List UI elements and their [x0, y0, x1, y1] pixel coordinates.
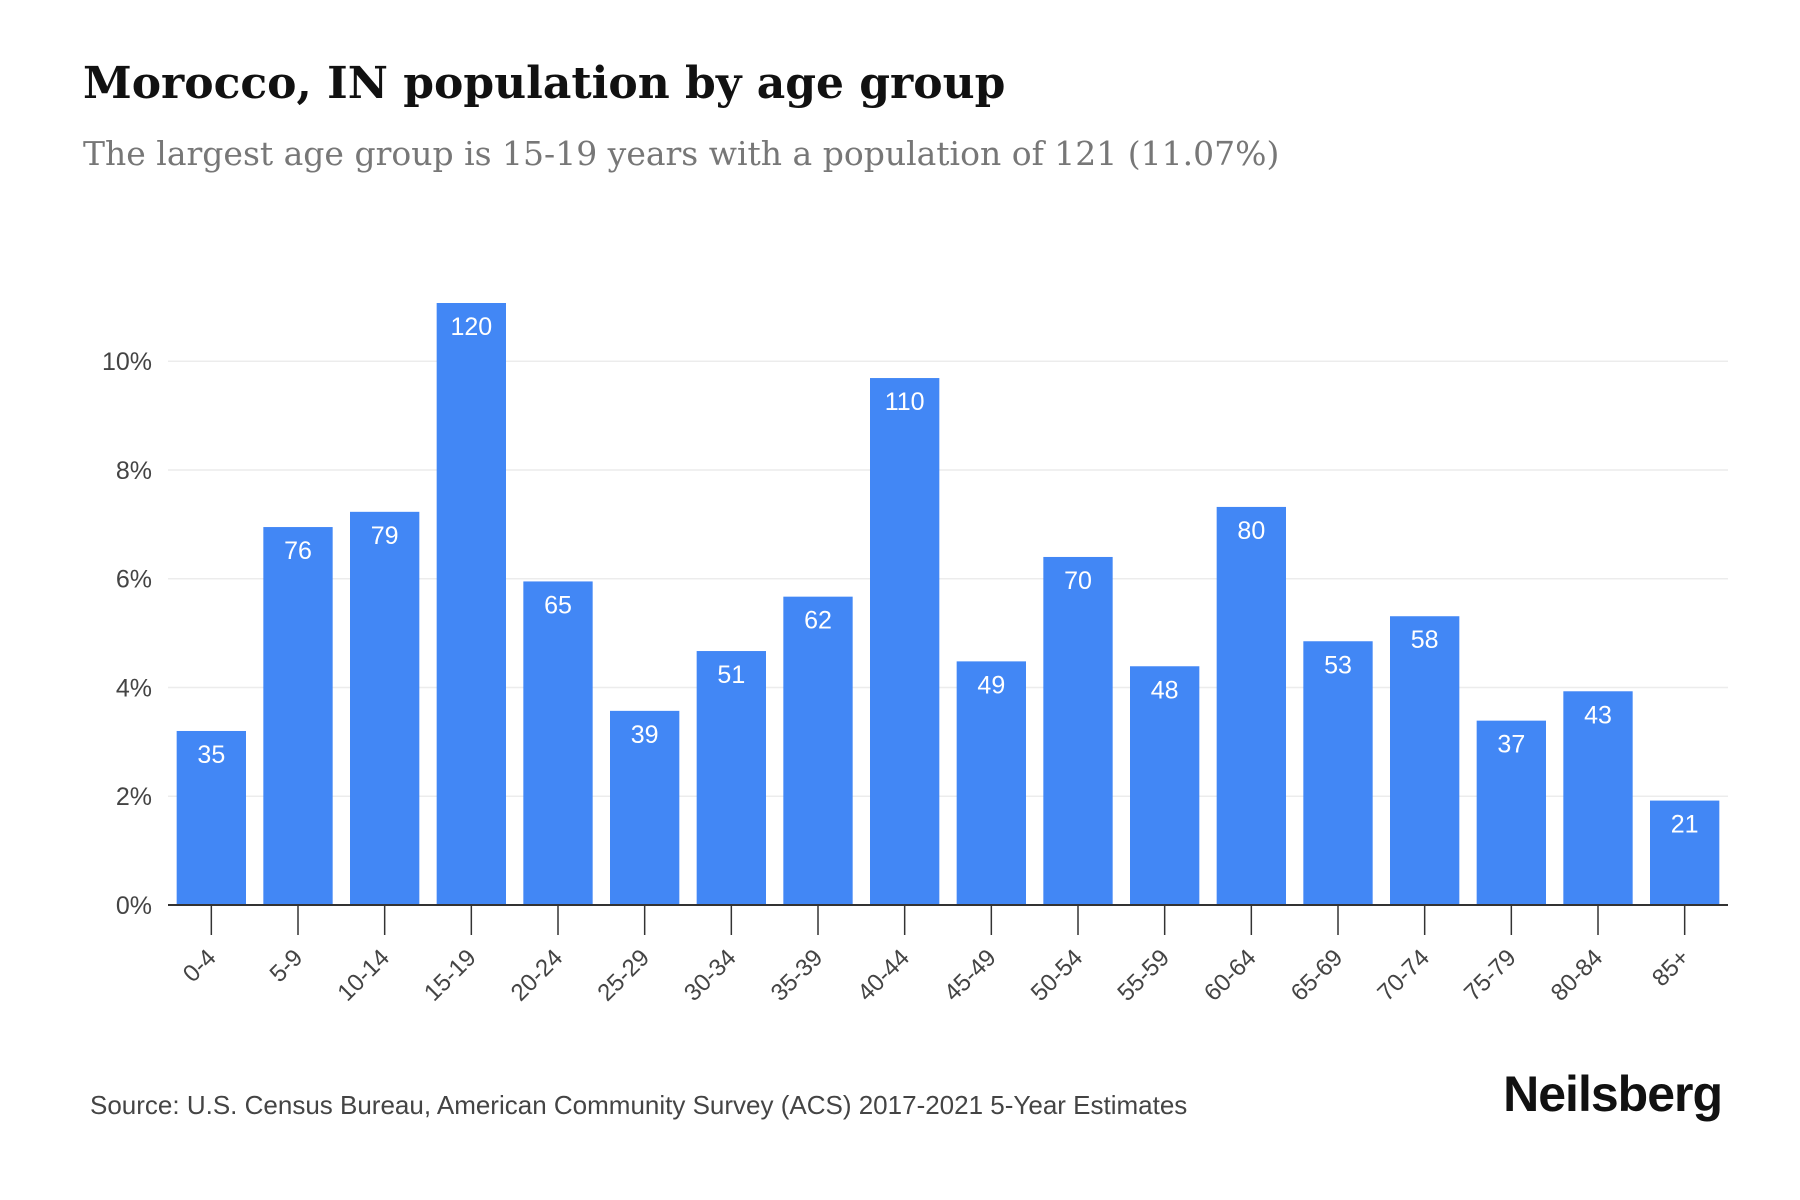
x-tick-label: 75-79 — [1459, 944, 1522, 1007]
bar-data-label: 79 — [371, 522, 399, 550]
brand-logo: Neilsberg — [1503, 1066, 1723, 1122]
bar-data-label: 43 — [1584, 701, 1612, 729]
x-tick-label: 15-19 — [419, 944, 482, 1007]
bar — [350, 511, 420, 905]
bar-data-label: 53 — [1324, 651, 1352, 679]
bar-data-label: 65 — [544, 591, 572, 619]
bar-data-label: 110 — [885, 388, 925, 416]
x-tick-label: 35-39 — [766, 944, 829, 1007]
bar-data-label: 70 — [1064, 567, 1092, 595]
x-tick-label: 0-4 — [178, 944, 222, 988]
bar — [176, 730, 246, 905]
y-tick-label: 6% — [116, 566, 152, 594]
bar-data-label: 58 — [1411, 626, 1439, 654]
bar — [523, 581, 593, 905]
y-tick-label: 2% — [116, 783, 152, 811]
bar — [610, 710, 680, 905]
bar — [1476, 720, 1546, 905]
x-tick-label: 45-49 — [939, 944, 1002, 1007]
bar-data-label: 120 — [450, 313, 492, 341]
x-tick-label: 40-44 — [852, 944, 915, 1007]
x-tick-label: 5-9 — [265, 944, 309, 988]
x-tick-label: 65-69 — [1286, 944, 1349, 1007]
chart-subtitle: The largest age group is 15-19 years wit… — [83, 134, 1280, 173]
bar — [436, 303, 506, 905]
x-tick-label: 30-34 — [679, 944, 742, 1007]
x-tick-label: 60-64 — [1199, 944, 1262, 1007]
bar-data-label: 37 — [1497, 731, 1525, 759]
bar-data-label: 35 — [197, 741, 225, 769]
bar — [783, 596, 853, 905]
bar-data-label: 51 — [717, 661, 745, 689]
x-tick-label: 85+ — [1647, 944, 1695, 992]
bar — [1130, 666, 1200, 905]
x-tick-label: 10-14 — [332, 944, 395, 1007]
x-tick-label: 20-24 — [506, 944, 569, 1007]
y-tick-label: 0% — [116, 892, 152, 920]
bar — [1043, 556, 1113, 905]
bar-data-label: 62 — [804, 607, 832, 635]
bar — [870, 378, 940, 905]
y-tick-label: 10% — [102, 348, 152, 376]
bar-data-label: 49 — [977, 671, 1005, 699]
source-note: Source: U.S. Census Bureau, American Com… — [90, 1090, 1188, 1120]
bar-data-label: 76 — [284, 537, 312, 565]
x-tick-label: 25-29 — [592, 944, 655, 1007]
bar-data-label: 80 — [1237, 517, 1265, 545]
bar-data-label: 39 — [631, 721, 659, 749]
x-tick-label: 55-59 — [1112, 944, 1175, 1007]
bar — [1303, 641, 1373, 905]
bar — [1390, 616, 1460, 905]
bar-data-label: 48 — [1151, 676, 1179, 704]
bar — [1650, 800, 1720, 905]
x-tick-label: 80-84 — [1546, 944, 1609, 1007]
bar — [1216, 506, 1286, 905]
bar — [696, 651, 766, 905]
bar — [263, 527, 333, 905]
bar — [956, 661, 1026, 905]
y-tick-label: 8% — [116, 457, 152, 485]
chart-title: Morocco, IN population by age group — [83, 58, 1006, 109]
bar-chart: 0% 2% 4% 6% 8% 10% 35 0-4 76 5-9 79 10-14 120 15-19 65… — [102, 303, 1728, 1007]
bar — [1563, 691, 1633, 905]
bar-data-label: 21 — [1671, 811, 1699, 839]
y-tick-label: 4% — [116, 674, 152, 702]
x-tick-label: 70-74 — [1372, 944, 1435, 1007]
x-tick-label: 50-54 — [1026, 944, 1089, 1007]
